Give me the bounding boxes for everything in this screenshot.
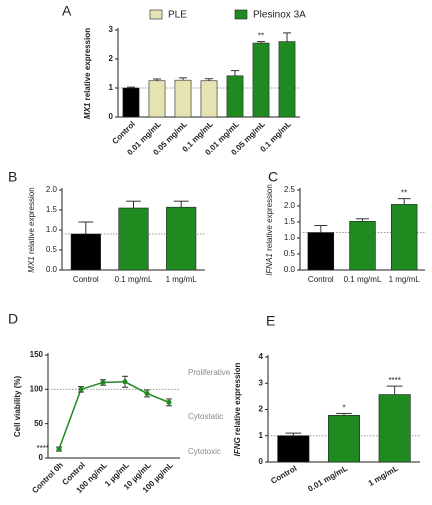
y-tick-label: 0 [109,112,114,121]
y-axis-label: Cell viability (%) [13,375,22,437]
y-tick-label: 0.0 [46,265,58,274]
legend-label: PLE [168,10,187,21]
significance: ** [401,189,407,198]
bar [118,207,149,271]
bar [252,42,270,118]
zone-label: Cytostatic [188,412,223,421]
y-axis-label: MX1 relative expression [83,28,92,119]
bar [277,435,310,463]
x-tick-label: 1 mg/mL [166,275,198,284]
point [166,399,172,405]
y-tick-label: 50 [34,419,43,428]
point [122,379,128,385]
y-tick-label: 0.5 [284,249,296,258]
y-axis-label: IFNA1 relative expression [265,184,274,276]
y-axis-label-gene: IFNA1 [265,253,274,276]
y-axis-label-gene: MX1 [83,102,92,119]
y-axis-label-text: relative expression [83,28,92,103]
legend-label: Plesinox 3A [253,10,306,21]
y-tick-label: 1 [259,431,264,440]
x-tick-label: Control [308,275,334,284]
significance: ** [258,32,264,41]
panel-label: A [62,3,72,19]
point [144,390,150,396]
point [78,386,84,392]
y-tick-label: 0.0 [284,265,296,274]
y-axis-label-gene: IFNG [233,437,242,456]
zone-label: Cytotoxic [188,447,221,456]
panel-label: E [266,313,275,329]
y-axis-label-text: relative expression [27,187,36,256]
x-tick-label: 0.01 mg/mL [306,464,349,494]
bar [349,221,376,271]
point [56,446,62,452]
y-tick-label: 0 [39,453,44,462]
panel-label: B [8,169,17,185]
y-tick-label: 3 [259,378,264,387]
y-axis-label-text: relative expression [265,184,274,253]
point [100,379,106,385]
bar [378,394,411,463]
y-tick-label: 1.5 [284,217,296,226]
y-tick-label: 1.0 [284,233,296,242]
y-tick-label: 1 [109,83,114,92]
y-tick-label: 2.5 [284,185,296,194]
y-tick-label: 1.5 [46,205,58,214]
x-tick-label: 1 mg/mL [389,275,421,284]
y-tick-label: 150 [30,350,44,359]
y-tick-label: 2 [259,405,264,414]
y-tick-label: 2.0 [46,185,58,194]
bar [390,204,418,271]
y-tick-label: 2.0 [284,201,296,210]
significance: **** [37,444,49,453]
bar [174,79,192,118]
zone-label: Proliferative [188,368,231,377]
bar [327,414,361,463]
bar [122,87,140,118]
x-tick-label: 0.1 mg/mL [115,275,153,284]
panel-label: C [268,169,278,185]
y-tick-label: 2 [109,54,114,63]
line [58,381,170,450]
y-tick-label: 0 [259,457,264,466]
x-tick-label: 0.1 mg/mL [344,275,382,284]
x-tick-label: Control [269,464,298,486]
y-axis-label-text: relative expression [233,362,242,437]
y-axis-label-gene: MX1 [27,256,36,272]
legend-swatch [149,9,163,20]
significance: * [342,404,345,413]
y-tick-label: 3 [109,25,114,34]
y-axis-label-text: Cell viability (%) [13,375,22,437]
panel-label: D [8,311,18,327]
bar [70,233,101,271]
y-tick-label: 100 [30,384,44,393]
x-tick-label: Control 0h [30,460,65,495]
y-axis-label: MX1 relative expression [27,187,36,272]
bar [148,80,166,118]
x-tick-label: Control [73,275,99,284]
bar [307,232,335,271]
significance: **** [388,376,400,385]
y-tick-label: 4 [259,352,264,361]
y-axis-label: IFNG relative expression [233,362,242,456]
bar [226,75,244,118]
bar [166,206,197,271]
bar [278,41,296,118]
x-tick-label: 1 mg/mL [367,464,400,488]
y-tick-label: 0.5 [46,245,58,254]
bar [200,80,218,118]
y-tick-label: 1.0 [46,225,58,234]
legend-swatch [234,9,248,20]
